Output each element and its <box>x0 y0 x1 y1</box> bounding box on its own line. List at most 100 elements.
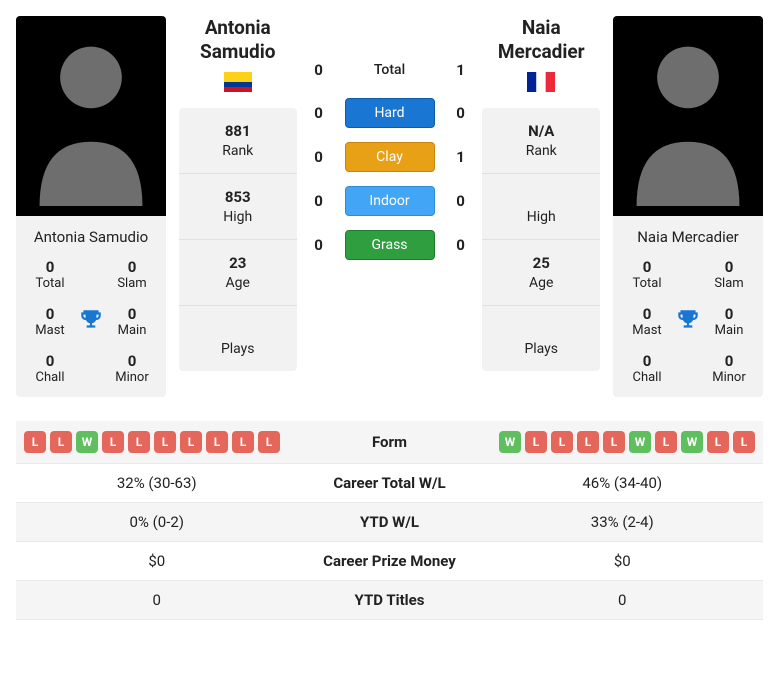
form-right: WLLLLWLWLL <box>490 431 756 453</box>
title-mast: 0Mast <box>619 305 675 338</box>
title-chall: 0Chall <box>619 352 675 385</box>
row-prize: $0 Career Prize Money $0 <box>16 542 763 581</box>
h2h-indoor: 0 Indoor 0 <box>310 186 470 216</box>
h2h-total-label: Total <box>345 56 435 84</box>
h2h-clay-left: 0 <box>310 148 328 166</box>
h2h-hard-right: 0 <box>452 104 470 122</box>
title-total: 0Total <box>619 258 675 291</box>
form-result: L <box>603 431 625 453</box>
label-career-wl: Career Total W/L <box>290 474 490 492</box>
title-main: 0Main <box>104 305 160 338</box>
h2h-total-left: 0 <box>310 61 328 79</box>
stat-rank: N/ARank <box>482 108 600 174</box>
h2h-hard-label[interactable]: Hard <box>345 98 435 128</box>
top-row: Antonia Samudio 0Total 0Slam 0Mast 0Main… <box>16 16 763 397</box>
form-result: L <box>525 431 547 453</box>
h2h-clay-right: 1 <box>452 148 470 166</box>
trophy-icon <box>675 307 701 337</box>
right-stats-col: Naia Mercadier N/ARank High 25Age Plays <box>482 16 600 371</box>
title-main: 0Main <box>701 305 757 338</box>
title-slam: 0Slam <box>104 258 160 291</box>
form-result: L <box>154 431 176 453</box>
prize-left: $0 <box>24 552 290 570</box>
h2h-grass-left: 0 <box>310 236 328 254</box>
h2h-column: 0 Total 1 0 Hard 0 0 Clay 1 0 Indoor 0 0… <box>310 16 470 260</box>
titles-grid-left: 0Total 0Slam 0Mast 0Main 0Chall 0Minor <box>16 258 166 397</box>
titles-grid-right: 0Total 0Slam 0Mast 0Main 0Chall 0Minor <box>613 258 763 397</box>
form-result: W <box>499 431 521 453</box>
h2h-hard-left: 0 <box>310 104 328 122</box>
silhouette-icon <box>623 26 753 206</box>
row-ytd-wl: 0% (0-2) YTD W/L 33% (2-4) <box>16 503 763 542</box>
player-card-name-left: Antonia Samudio <box>16 216 166 258</box>
silhouette-icon <box>26 26 156 206</box>
row-form: LLWLLLLLLL Form WLLLLWLWLL <box>16 421 763 464</box>
stat-rank: 881Rank <box>179 108 297 174</box>
title-mast: 0Mast <box>22 305 78 338</box>
compare-table: LLWLLLLLLL Form WLLLLWLWLL 32% (30-63) C… <box>16 421 763 620</box>
stat-age: 25Age <box>482 240 600 306</box>
label-ytd-titles: YTD Titles <box>290 591 490 609</box>
h2h-total: 0 Total 1 <box>310 56 470 84</box>
h2h-grass-right: 0 <box>452 236 470 254</box>
label-ytd-wl: YTD W/L <box>290 513 490 531</box>
player-name-right: Naia Mercadier <box>482 16 600 64</box>
player-photo-right <box>613 16 763 216</box>
ytd-wl-right: 33% (2-4) <box>490 513 756 531</box>
stats-box-right: N/ARank High 25Age Plays <box>482 108 600 371</box>
form-result: L <box>24 431 46 453</box>
title-slam: 0Slam <box>701 258 757 291</box>
form-result: L <box>102 431 124 453</box>
prize-right: $0 <box>490 552 756 570</box>
trophy-icon <box>78 307 104 337</box>
form-left: LLWLLLLLLL <box>24 431 290 453</box>
stat-plays: Plays <box>179 306 297 371</box>
flag-right <box>527 72 555 92</box>
stats-box-left: 881Rank 853High 23Age Plays <box>179 108 297 371</box>
h2h-clay: 0 Clay 1 <box>310 142 470 172</box>
label-form: Form <box>290 433 490 451</box>
player-card-right: Naia Mercadier 0Total 0Slam 0Mast 0Main … <box>613 16 763 397</box>
title-chall: 0Chall <box>22 352 78 385</box>
form-result: L <box>180 431 202 453</box>
form-result: L <box>258 431 280 453</box>
form-result: W <box>681 431 703 453</box>
form-result: L <box>551 431 573 453</box>
form-result: W <box>629 431 651 453</box>
form-result: L <box>232 431 254 453</box>
player-photo-left <box>16 16 166 216</box>
label-prize: Career Prize Money <box>290 552 490 570</box>
h2h-indoor-right: 0 <box>452 192 470 210</box>
ytd-wl-left: 0% (0-2) <box>24 513 290 531</box>
row-ytd-titles: 0 YTD Titles 0 <box>16 581 763 620</box>
form-result: L <box>577 431 599 453</box>
h2h-grass: 0 Grass 0 <box>310 230 470 260</box>
form-result: L <box>206 431 228 453</box>
row-career-wl: 32% (30-63) Career Total W/L 46% (34-40) <box>16 464 763 503</box>
form-result: L <box>128 431 150 453</box>
title-minor: 0Minor <box>701 352 757 385</box>
stat-age: 23Age <box>179 240 297 306</box>
stat-plays: Plays <box>482 306 600 371</box>
title-minor: 0Minor <box>104 352 160 385</box>
form-result: L <box>733 431 755 453</box>
stat-high: 853High <box>179 174 297 240</box>
h2h-total-right: 1 <box>452 61 470 79</box>
left-stats-col: Antonia Samudio 881Rank 853High 23Age Pl… <box>179 16 297 371</box>
title-total: 0Total <box>22 258 78 291</box>
h2h-grass-label[interactable]: Grass <box>345 230 435 260</box>
form-result: L <box>707 431 729 453</box>
h2h-indoor-left: 0 <box>310 192 328 210</box>
player-card-name-right: Naia Mercadier <box>613 216 763 258</box>
flag-left <box>224 72 252 92</box>
h2h-indoor-label[interactable]: Indoor <box>345 186 435 216</box>
form-result: W <box>76 431 98 453</box>
h2h-hard: 0 Hard 0 <box>310 98 470 128</box>
form-result: L <box>50 431 72 453</box>
ytd-titles-right: 0 <box>490 591 756 609</box>
ytd-titles-left: 0 <box>24 591 290 609</box>
career-wl-left: 32% (30-63) <box>24 474 290 492</box>
player-name-left: Antonia Samudio <box>179 16 297 64</box>
career-wl-right: 46% (34-40) <box>490 474 756 492</box>
h2h-clay-label[interactable]: Clay <box>345 142 435 172</box>
